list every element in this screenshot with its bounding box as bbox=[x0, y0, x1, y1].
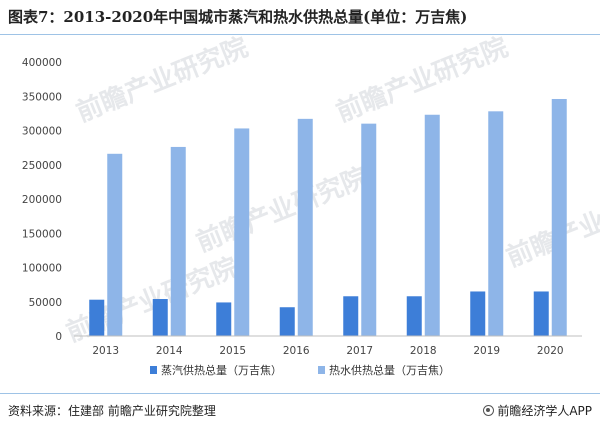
chart-title: 图表7：2013-2020年中国城市蒸汽和热水供热总量(单位：万吉焦) bbox=[8, 8, 468, 26]
bar-chart: 0 50000 100000 150000 200000 250000 300000 3500… bbox=[22, 57, 582, 377]
y-tick-label: 150000 bbox=[22, 228, 62, 240]
bar-steam-2017 bbox=[343, 296, 359, 336]
legend-swatch bbox=[318, 366, 325, 374]
bar-hotwater-2014 bbox=[170, 146, 186, 336]
bar-hotwater-2019 bbox=[488, 111, 504, 336]
legend: 蒸汽供热总量（万吉焦） 热水供热总量（万吉焦） bbox=[150, 363, 450, 377]
y-tick-label: 0 bbox=[55, 331, 62, 343]
y-axis: 0 50000 100000 150000 200000 250000 300000 3500… bbox=[22, 57, 62, 343]
y-tick-label: 300000 bbox=[22, 126, 62, 138]
title-divider bbox=[0, 34, 600, 35]
x-tick-label: 2015 bbox=[219, 345, 246, 357]
bar-steam-2019 bbox=[470, 291, 486, 336]
bar-hotwater-2018 bbox=[424, 114, 440, 337]
bar-hotwater-2020 bbox=[551, 98, 567, 337]
x-tick-label: 2014 bbox=[156, 345, 183, 357]
y-tick-label: 50000 bbox=[29, 297, 62, 309]
brand: 前瞻经济学人APP bbox=[483, 402, 592, 419]
x-tick-label: 2019 bbox=[473, 345, 500, 357]
bar-hotwater-2017 bbox=[361, 123, 377, 337]
y-tick-label: 400000 bbox=[22, 57, 62, 69]
source-note: 资料来源：住建部 前瞻产业研究院整理 bbox=[8, 404, 216, 418]
x-axis: 2013 2014 2015 2016 2017 2018 2019 2020 bbox=[92, 345, 563, 357]
x-tick-label: 2018 bbox=[410, 345, 437, 357]
y-tick-label: 200000 bbox=[22, 194, 62, 206]
x-tick-label: 2013 bbox=[92, 345, 119, 357]
x-tick-label: 2020 bbox=[537, 345, 564, 357]
bar-hotwater-2013 bbox=[107, 153, 123, 336]
brand-label: 前瞻经济学人APP bbox=[497, 404, 592, 418]
y-tick-label: 100000 bbox=[22, 263, 62, 275]
bars bbox=[89, 98, 567, 337]
bar-steam-2016 bbox=[279, 307, 295, 336]
y-tick-label: 350000 bbox=[22, 91, 62, 103]
brand-logo-icon bbox=[483, 405, 495, 416]
bar-hotwater-2016 bbox=[297, 118, 313, 336]
bar-steam-2015 bbox=[216, 302, 232, 336]
bar-steam-2014 bbox=[152, 299, 168, 336]
footer-divider bbox=[0, 393, 600, 394]
bar-steam-2020 bbox=[533, 291, 549, 336]
legend-swatch bbox=[150, 366, 157, 374]
bar-steam-2013 bbox=[89, 299, 105, 336]
legend-label: 热水供热总量（万吉焦） bbox=[329, 363, 450, 377]
y-tick-label: 250000 bbox=[22, 160, 62, 172]
x-tick-label: 2016 bbox=[283, 345, 310, 357]
bar-hotwater-2015 bbox=[234, 128, 250, 336]
bar-steam-2018 bbox=[406, 296, 422, 336]
x-tick-label: 2017 bbox=[346, 345, 373, 357]
legend-label: 蒸汽供热总量（万吉焦） bbox=[161, 363, 282, 377]
